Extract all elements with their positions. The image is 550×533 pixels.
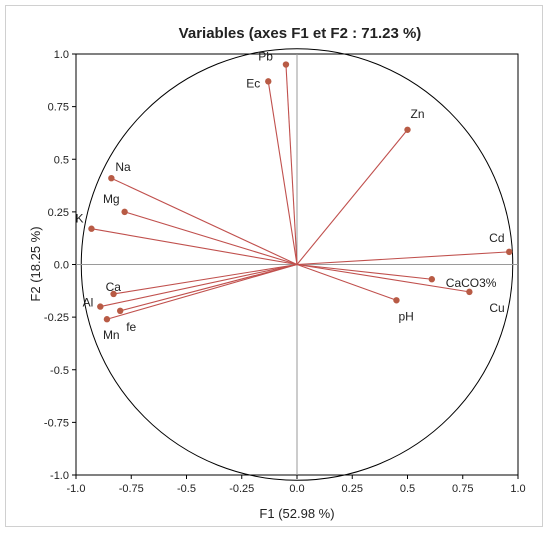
y-tick-label: 0.0 <box>54 260 69 272</box>
point-label-cu: Cu <box>489 301 504 315</box>
x-axis-label: F1 (52.98 %) <box>259 506 334 521</box>
point-label-mn: Mn <box>103 328 120 342</box>
point-k <box>88 225 95 232</box>
vector-ca <box>113 263 298 295</box>
vectors-layer <box>91 64 510 320</box>
vector-ec <box>267 81 298 265</box>
point-label-ph: pH <box>398 309 413 323</box>
point-label-al: Al <box>83 296 94 310</box>
vector-fe <box>120 263 298 312</box>
vector-caco3 <box>296 263 432 280</box>
vector-zn <box>296 129 408 265</box>
point-mg <box>121 208 128 216</box>
x-tick-label: 1.0 <box>510 483 525 495</box>
plot-area: Pb Ec Zn Na Mg K Cd CaCO3% Cu pH Ca Al fe Mn <box>75 48 519 481</box>
point-pb <box>282 61 290 68</box>
point-cu <box>466 288 473 296</box>
vector-al <box>100 263 298 308</box>
point-label-mg: Mg <box>103 192 120 206</box>
y-axis-ticks: 1.0 0.75 0.5 0.25 0.0 -0.25 -0.5 -0.75 -1.0 <box>44 49 76 482</box>
point-mn <box>103 316 111 323</box>
x-tick-label: -1.0 <box>67 483 86 495</box>
point-label-pb: Pb <box>258 50 273 64</box>
y-axis-label: F2 (18.25 %) <box>28 226 43 301</box>
y-tick-label: 0.75 <box>48 102 69 114</box>
x-tick-label: -0.75 <box>119 483 144 495</box>
vector-mn <box>106 263 298 320</box>
x-tick-label: 0.0 <box>289 483 304 495</box>
point-labels-layer: Pb Ec Zn Na Mg K Cd CaCO3% Cu pH Ca Al fe Mn <box>75 50 504 343</box>
point-al <box>97 303 104 310</box>
y-tick-label: 1.0 <box>54 49 69 61</box>
y-tick-label: 0.25 <box>48 207 69 219</box>
point-cd <box>505 248 513 256</box>
x-tick-label: -0.5 <box>177 483 196 495</box>
point-ca <box>110 290 117 298</box>
y-tick-label: -0.25 <box>44 312 69 324</box>
vector-cu <box>296 263 470 293</box>
y-tick-label: -0.5 <box>50 365 69 377</box>
vector-pb <box>285 64 298 265</box>
vector-k <box>91 228 298 266</box>
y-tick-label: -1.0 <box>50 470 69 482</box>
x-tick-label: 0.25 <box>342 483 363 495</box>
x-tick-label: -0.25 <box>229 483 254 495</box>
points-layer <box>88 61 513 323</box>
point-label-ec: Ec <box>246 76 260 90</box>
x-tick-label: 0.5 <box>400 483 415 495</box>
point-caco3 <box>428 276 436 283</box>
y-tick-label: -0.75 <box>44 417 69 429</box>
point-label-caco3: CaCO3% <box>446 276 497 290</box>
point-ph <box>393 297 400 304</box>
vector-ph <box>296 263 397 301</box>
point-label-na: Na <box>115 160 131 174</box>
point-zn <box>404 126 411 133</box>
y-tick-label: 0.5 <box>54 154 69 166</box>
vector-na <box>111 177 298 265</box>
x-axis-ticks: -1.0 -0.75 -0.5 -0.25 0.0 0.25 0.5 0.75 1.0 <box>67 475 526 495</box>
chart-title: Variables (axes F1 et F2 : 71.23 %) <box>179 25 422 42</box>
x-tick-label: 0.75 <box>452 483 473 495</box>
point-label-fe: fe <box>126 320 136 334</box>
vector-mg <box>124 211 298 266</box>
point-ec <box>265 78 272 85</box>
chart-frame <box>5 5 543 527</box>
point-label-cd: Cd <box>489 231 504 245</box>
point-label-zn: Zn <box>411 107 425 121</box>
point-na <box>108 174 115 182</box>
vector-cd <box>296 251 510 266</box>
point-label-ca: Ca <box>106 280 122 294</box>
point-label-k: K <box>75 212 83 226</box>
point-fe <box>117 307 124 315</box>
